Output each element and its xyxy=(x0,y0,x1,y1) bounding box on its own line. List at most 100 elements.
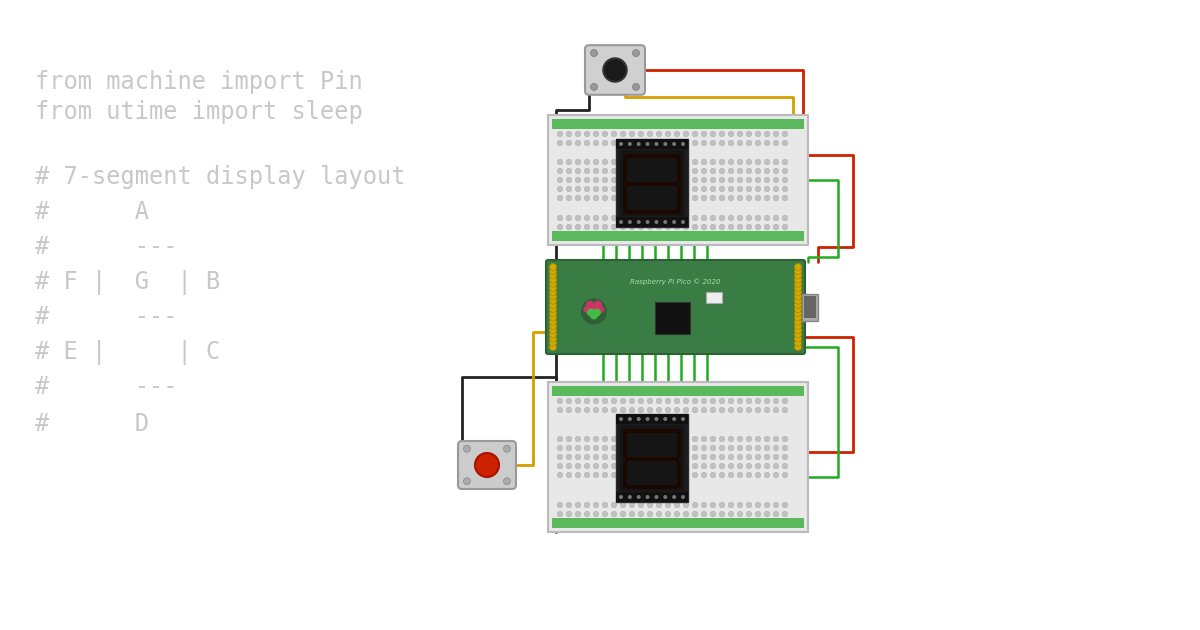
Bar xyxy=(625,154,679,158)
Circle shape xyxy=(602,224,607,230)
Circle shape xyxy=(575,472,581,478)
Circle shape xyxy=(638,159,643,165)
Circle shape xyxy=(782,407,787,413)
Bar xyxy=(677,186,682,212)
Circle shape xyxy=(602,445,607,451)
Circle shape xyxy=(682,220,685,224)
Circle shape xyxy=(611,140,617,146)
Circle shape xyxy=(557,511,563,517)
Circle shape xyxy=(557,186,563,192)
Circle shape xyxy=(674,177,679,183)
Circle shape xyxy=(683,436,689,442)
Circle shape xyxy=(638,168,643,174)
Circle shape xyxy=(764,215,770,220)
Circle shape xyxy=(692,398,698,404)
Circle shape xyxy=(764,445,770,451)
Circle shape xyxy=(719,502,725,508)
Bar xyxy=(616,217,688,227)
Circle shape xyxy=(602,502,607,508)
Circle shape xyxy=(794,263,802,270)
Circle shape xyxy=(557,445,563,451)
Circle shape xyxy=(710,177,715,183)
Circle shape xyxy=(710,463,715,469)
Circle shape xyxy=(782,186,787,192)
Circle shape xyxy=(755,511,761,517)
Circle shape xyxy=(773,131,779,137)
Bar xyxy=(616,492,688,502)
Circle shape xyxy=(638,177,643,183)
Circle shape xyxy=(584,502,590,508)
Circle shape xyxy=(701,407,707,413)
Circle shape xyxy=(794,314,802,321)
Circle shape xyxy=(638,398,643,404)
Circle shape xyxy=(656,407,662,413)
Circle shape xyxy=(566,186,571,192)
Circle shape xyxy=(550,318,557,325)
Circle shape xyxy=(746,472,751,478)
Circle shape xyxy=(628,220,632,224)
Circle shape xyxy=(665,159,671,165)
Bar xyxy=(677,461,682,487)
Circle shape xyxy=(620,159,626,165)
Circle shape xyxy=(794,268,802,275)
Circle shape xyxy=(683,195,689,201)
Circle shape xyxy=(794,318,802,325)
Circle shape xyxy=(728,502,734,508)
Circle shape xyxy=(611,463,617,469)
Circle shape xyxy=(782,177,787,183)
Circle shape xyxy=(557,215,563,220)
Circle shape xyxy=(665,445,671,451)
Circle shape xyxy=(566,454,571,460)
Circle shape xyxy=(587,309,595,316)
Circle shape xyxy=(629,215,635,220)
Circle shape xyxy=(557,168,563,174)
Circle shape xyxy=(656,168,662,174)
Circle shape xyxy=(629,472,635,478)
Circle shape xyxy=(647,502,653,508)
Text: # 7-segment display layout: # 7-segment display layout xyxy=(35,165,406,189)
Circle shape xyxy=(628,142,632,146)
Circle shape xyxy=(646,220,649,224)
Circle shape xyxy=(672,142,676,146)
Circle shape xyxy=(593,177,599,183)
Circle shape xyxy=(794,340,802,347)
Circle shape xyxy=(701,224,707,230)
Circle shape xyxy=(764,159,770,165)
Circle shape xyxy=(782,195,787,201)
Circle shape xyxy=(782,131,787,137)
Circle shape xyxy=(665,177,671,183)
Circle shape xyxy=(646,495,649,499)
Circle shape xyxy=(638,463,643,469)
Circle shape xyxy=(710,140,715,146)
Circle shape xyxy=(746,168,751,174)
Circle shape xyxy=(737,398,743,404)
Circle shape xyxy=(656,454,662,460)
Circle shape xyxy=(638,454,643,460)
Circle shape xyxy=(638,195,643,201)
Circle shape xyxy=(629,168,635,174)
Circle shape xyxy=(557,159,563,165)
Circle shape xyxy=(674,502,679,508)
Circle shape xyxy=(575,407,581,413)
Circle shape xyxy=(647,177,653,183)
Circle shape xyxy=(602,168,607,174)
Circle shape xyxy=(611,511,617,517)
Circle shape xyxy=(557,398,563,404)
Circle shape xyxy=(737,168,743,174)
Circle shape xyxy=(656,140,662,146)
Circle shape xyxy=(647,445,653,451)
Circle shape xyxy=(683,511,689,517)
Circle shape xyxy=(611,186,617,192)
Circle shape xyxy=(737,140,743,146)
Circle shape xyxy=(674,472,679,478)
Circle shape xyxy=(557,195,563,201)
Circle shape xyxy=(683,445,689,451)
Circle shape xyxy=(656,215,662,220)
Circle shape xyxy=(620,463,626,469)
Circle shape xyxy=(475,453,499,477)
Circle shape xyxy=(637,417,641,421)
Circle shape xyxy=(611,159,617,165)
Circle shape xyxy=(584,511,590,517)
Circle shape xyxy=(638,224,643,230)
Circle shape xyxy=(619,417,623,421)
